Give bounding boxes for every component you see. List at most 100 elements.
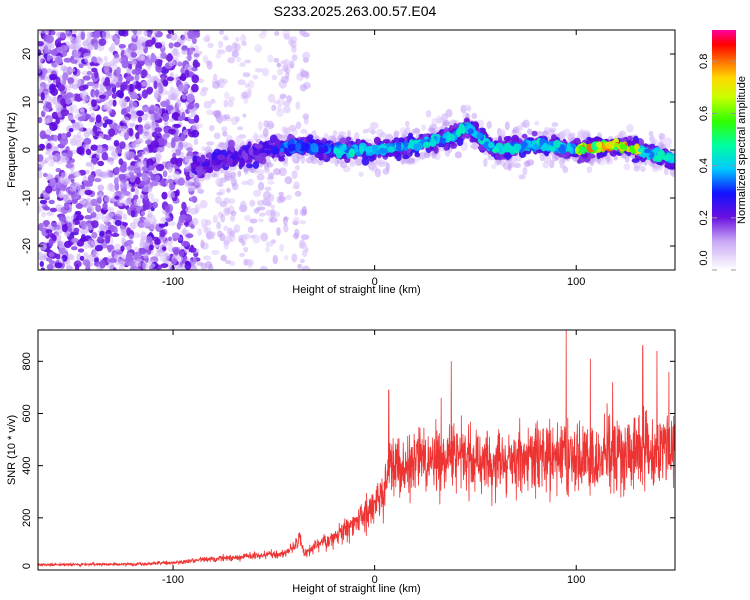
heatmap-cell [90, 157, 98, 164]
heatmap-cell [118, 173, 127, 181]
heatmap-cell [418, 152, 427, 160]
heatmap-cell [65, 215, 71, 223]
heatmap-cell [78, 62, 84, 69]
heatmap-cell [146, 59, 154, 64]
heatmap-cell [150, 120, 156, 130]
heatmap-cell [163, 126, 170, 134]
colorbar-gradient [712, 30, 736, 270]
heatmap-cell [87, 239, 95, 249]
heatmap-cell [477, 144, 486, 151]
heatmap-cell [212, 214, 218, 223]
heatmap-cell [134, 260, 142, 267]
heatmap-cell [177, 84, 185, 93]
heatmap-cell [38, 67, 41, 74]
heatmap-cell [63, 57, 72, 63]
heatmap-cell [54, 262, 63, 269]
heatmap-cell [121, 116, 130, 124]
heatmap-cell [159, 229, 166, 238]
heatmap-cell [157, 164, 164, 170]
heatmap-cell [136, 110, 145, 117]
heatmap-cell [54, 56, 63, 65]
heatmap-cell [252, 234, 261, 244]
heatmap-cell [139, 247, 147, 255]
heatmap-cell [119, 181, 125, 189]
heatmap-cell [72, 134, 81, 139]
heatmap-cell [136, 82, 142, 91]
heatmap-cell [76, 35, 82, 43]
heatmap-cell [299, 258, 305, 264]
heatmap-cell [38, 251, 44, 261]
heatmap-cell [496, 127, 502, 137]
heatmap-cell [160, 100, 169, 108]
heatmap-cell [168, 128, 176, 135]
heatmap-cell [508, 162, 513, 168]
heatmap-cell [294, 190, 302, 197]
heatmap-cell [134, 176, 141, 185]
heatmap-cell [130, 51, 137, 58]
heatmap-cell [279, 243, 285, 252]
heatmap-cell [542, 142, 548, 151]
heatmap-cell [87, 44, 95, 50]
heatmap-cell [291, 45, 297, 54]
heatmap-cell [82, 84, 89, 90]
heatmap-cell [66, 222, 72, 229]
heatmap-cell [59, 176, 64, 184]
heatmap-cell [140, 210, 146, 216]
heatmap-cell [160, 179, 165, 187]
heatmap-cell [109, 266, 114, 270]
heatmap-cell [648, 130, 654, 137]
heatmap-cell [223, 197, 231, 204]
heatmap-cell [125, 75, 134, 82]
heatmap-cell [162, 170, 168, 178]
heatmap-cell [278, 167, 287, 177]
heatmap-cell [293, 216, 300, 223]
heatmap-cell [277, 96, 285, 106]
heatmap-cell [167, 221, 176, 227]
heatmap-cell [134, 73, 140, 82]
heatmap-cell [133, 246, 139, 253]
heatmap-cell [247, 178, 254, 186]
heatmap-cell [198, 78, 205, 84]
heatmap-cell [38, 49, 42, 57]
heatmap-cell [122, 81, 128, 90]
heatmap-cell [150, 105, 155, 111]
heatmap-cell [413, 128, 420, 134]
heatmap-cell [51, 222, 57, 228]
heatmap-cell [542, 130, 549, 137]
heatmap-cell [103, 101, 112, 109]
heatmap-cell [58, 246, 66, 255]
heatmap-cell [75, 40, 82, 50]
heatmap-cell [246, 87, 253, 93]
heatmap-cell [158, 223, 166, 228]
heatmap-cell [192, 59, 199, 69]
heatmap-cell [119, 141, 126, 150]
heatmap-cell [103, 55, 108, 62]
heatmap-cell [155, 152, 162, 162]
heatmap-cell [181, 34, 187, 42]
heatmap-cell [196, 261, 204, 266]
heatmap-cell [606, 154, 611, 163]
heatmap-cell [258, 121, 263, 131]
heatmap-cell [177, 177, 185, 186]
heatmap-cell [562, 166, 569, 173]
heatmap-cell [152, 201, 159, 209]
heatmap-cell [125, 246, 131, 251]
heatmap-cell [215, 177, 223, 187]
heatmap-cell [264, 186, 272, 191]
heatmap-cell [292, 184, 300, 190]
heatmap-cell [42, 172, 48, 178]
heatmap-cell [179, 250, 185, 257]
heatmap-cell [39, 130, 47, 140]
heatmap-cell [58, 257, 64, 264]
heatmap-cell [137, 30, 143, 35]
heatmap-cell [129, 174, 136, 183]
snr-y-tick-label: 0 [21, 563, 33, 569]
heatmap-cell [204, 261, 213, 269]
heatmap-cell [128, 234, 135, 240]
heatmap-cell [92, 31, 101, 39]
heatmap-cell [216, 49, 225, 54]
heatmap-cell [72, 122, 80, 131]
heatmap-cell [124, 132, 129, 141]
heatmap-cell [166, 76, 175, 82]
heatmap-cell [370, 122, 379, 130]
